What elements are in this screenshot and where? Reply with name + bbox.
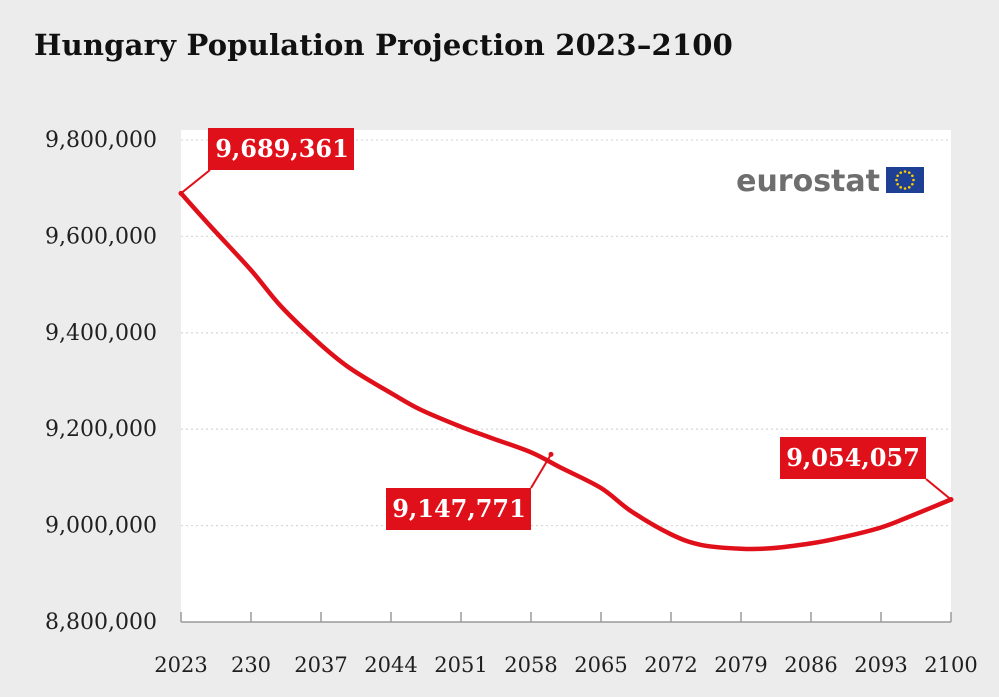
- series-layer: [178, 191, 954, 552]
- x-tick-label: 2065: [574, 653, 627, 677]
- callout-anchor-point: [178, 190, 184, 196]
- x-tick-label: 2072: [644, 653, 697, 677]
- x-tick-label: 2023: [154, 653, 207, 677]
- eu-flag-star: [896, 182, 899, 186]
- eurostat-logo-text: eurostat: [736, 164, 880, 199]
- gridlines: [181, 139, 951, 527]
- eurostat-logo: eurostat: [736, 164, 924, 199]
- eu-flag-star: [899, 186, 903, 189]
- y-tick-label: 9,400,000: [45, 321, 157, 346]
- callout-box: [780, 437, 926, 479]
- callout-label: 9,147,771: [392, 494, 526, 523]
- x-tick-label: 2051: [434, 653, 487, 677]
- callout-leader: [925, 478, 952, 501]
- callout-label: 9,689,361: [215, 134, 349, 163]
- chart-title: Hungary Population Projection 2023–2100: [34, 28, 734, 62]
- callout-label: 9,054,057: [786, 443, 920, 472]
- plot-area: [181, 130, 951, 622]
- x-tick-label: 2058: [504, 653, 557, 677]
- callout-box: [208, 128, 354, 170]
- eu-flag-star: [899, 171, 903, 174]
- eu-flag-star: [895, 178, 898, 182]
- callout-anchor-point: [948, 497, 954, 503]
- y-tick-label: 9,800,000: [45, 128, 157, 153]
- eu-flag-star: [911, 182, 914, 186]
- eu-flag-star: [903, 170, 907, 173]
- eu-flag-star: [907, 186, 911, 189]
- eu-flag-star: [907, 171, 911, 174]
- y-tick-label: 9,200,000: [45, 417, 157, 442]
- x-tick-label: 2044: [364, 653, 417, 677]
- x-axis: 2023 230 2037 2044 2051 2058 2065 2072 2079 2086 2…: [154, 612, 978, 677]
- callout-anchor-point: [548, 451, 554, 457]
- eu-flag-star: [911, 174, 914, 178]
- y-tick-label: 9,000,000: [45, 514, 157, 539]
- x-tick-label: 2086: [784, 653, 837, 677]
- x-tick-label: 2037: [294, 653, 347, 677]
- eu-flag-star: [912, 178, 915, 182]
- x-tick-label: 2100: [924, 653, 977, 677]
- callout-box: [386, 488, 531, 530]
- callout-leader: [180, 169, 211, 195]
- series-line: [178, 191, 954, 552]
- y-tick-label: 8,800,000: [45, 610, 157, 635]
- y-axis: 9,800,000 9,600,000 9,400,000 9,200,000 9,00…: [45, 128, 157, 635]
- callout-leader: [530, 453, 552, 489]
- x-tick-label: 2093: [854, 653, 907, 677]
- eu-flag-icon: [886, 167, 924, 193]
- eu-flag-star: [903, 187, 907, 190]
- x-tick-label: 230: [231, 653, 271, 677]
- annotations: 9,689,361 9,147,771 9,054,057: [178, 128, 954, 530]
- y-tick-label: 9,600,000: [45, 224, 157, 249]
- eu-flag-star: [896, 174, 899, 178]
- x-tick-label: 2079: [714, 653, 767, 677]
